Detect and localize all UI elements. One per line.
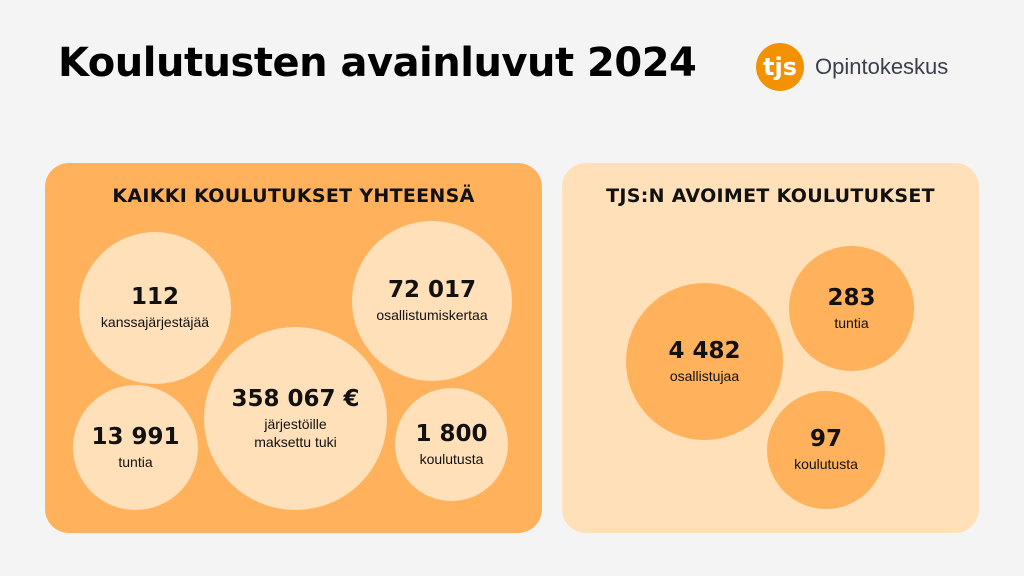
stat-value: 112 [130, 284, 179, 311]
stat-circle-trainings: 97 koulutusta [767, 391, 885, 509]
stat-circle-hours: 13 991 tuntia [73, 385, 198, 510]
stat-label: järjestöille maksettu tuki [254, 416, 337, 450]
stat-circle-support: 358 067 € järjestöille maksettu tuki [204, 327, 387, 510]
stat-label: koulutusta [419, 450, 484, 467]
stat-value: 358 067 € [231, 385, 360, 412]
stat-label: tuntia [834, 314, 869, 331]
stat-label: koulutusta [794, 456, 858, 473]
stat-label: osallistumiskertaa [376, 307, 488, 324]
panel-heading: TJS:N AVOIMET KOULUTUKSET [606, 185, 935, 207]
stat-value: 4 482 [668, 337, 741, 364]
stat-label: kanssajärjestäjää [100, 314, 210, 331]
stat-value: 283 [827, 284, 876, 311]
stat-circle-participants: 4 482 osallistujaa [626, 283, 783, 440]
svg-text:tjs: tjs [763, 53, 797, 81]
tjs-logo-icon: tjs [756, 43, 804, 91]
stat-circle-partners: 112 kanssajärjestäjää [79, 232, 231, 384]
panel-heading: KAIKKI KOULUTUKSET YHTEENSÄ [112, 185, 475, 207]
stat-value: 97 [809, 426, 842, 453]
stat-circle-participations: 72 017 osallistumiskertaa [352, 221, 512, 381]
page-title: Koulutusten avainluvut 2024 [58, 40, 697, 86]
stat-label: tuntia [118, 453, 153, 470]
stat-value: 13 991 [91, 423, 180, 450]
tjs-opintokeskus-logo: tjs Opintokeskus [753, 42, 948, 92]
stat-label: osallistujaa [669, 367, 740, 384]
stat-circle-hours: 283 tuntia [789, 246, 914, 371]
stat-value: 1 800 [415, 420, 488, 447]
stat-circle-trainings: 1 800 koulutusta [395, 388, 508, 501]
all-trainings-panel: KAIKKI KOULUTUKSET YHTEENSÄ 112 kanssajä… [45, 163, 542, 533]
tjs-open-trainings-panel: TJS:N AVOIMET KOULUTUKSET 4 482 osallist… [562, 163, 979, 533]
logo-text: Opintokeskus [815, 54, 949, 79]
stat-value: 72 017 [387, 277, 477, 304]
